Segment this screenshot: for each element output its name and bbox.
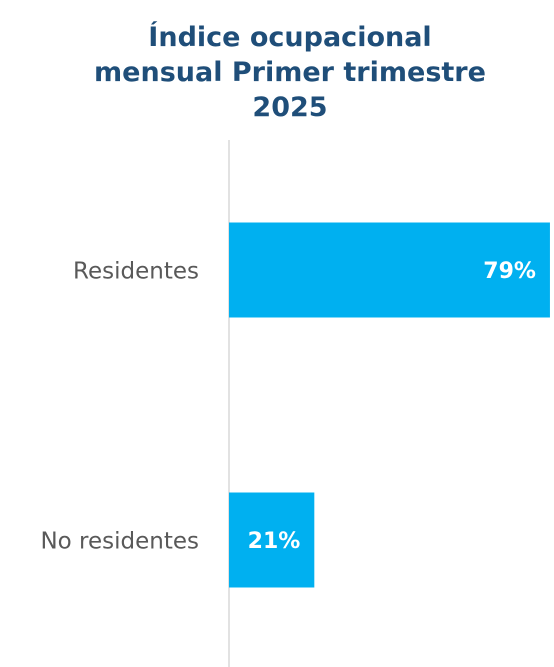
bar [229,492,315,588]
value-label: 79% [483,259,536,284]
bar [229,222,550,318]
y-tick-label: Residentes [73,259,199,285]
value-label: 21% [248,529,301,554]
chart-title: Índice ocupacional mensual Primer trimes… [94,22,486,123]
y-tick-label: No residentes [40,529,199,555]
